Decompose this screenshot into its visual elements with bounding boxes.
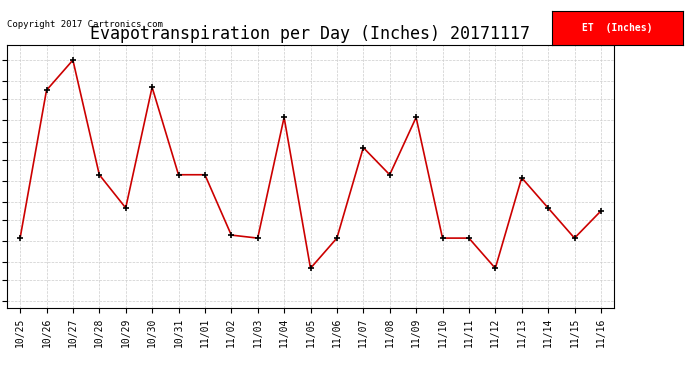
Text: Copyright 2017 Cartronics.com: Copyright 2017 Cartronics.com [7, 20, 163, 29]
Text: ET  (Inches): ET (Inches) [582, 23, 653, 33]
Title: Evapotranspiration per Day (Inches) 20171117: Evapotranspiration per Day (Inches) 2017… [90, 26, 531, 44]
